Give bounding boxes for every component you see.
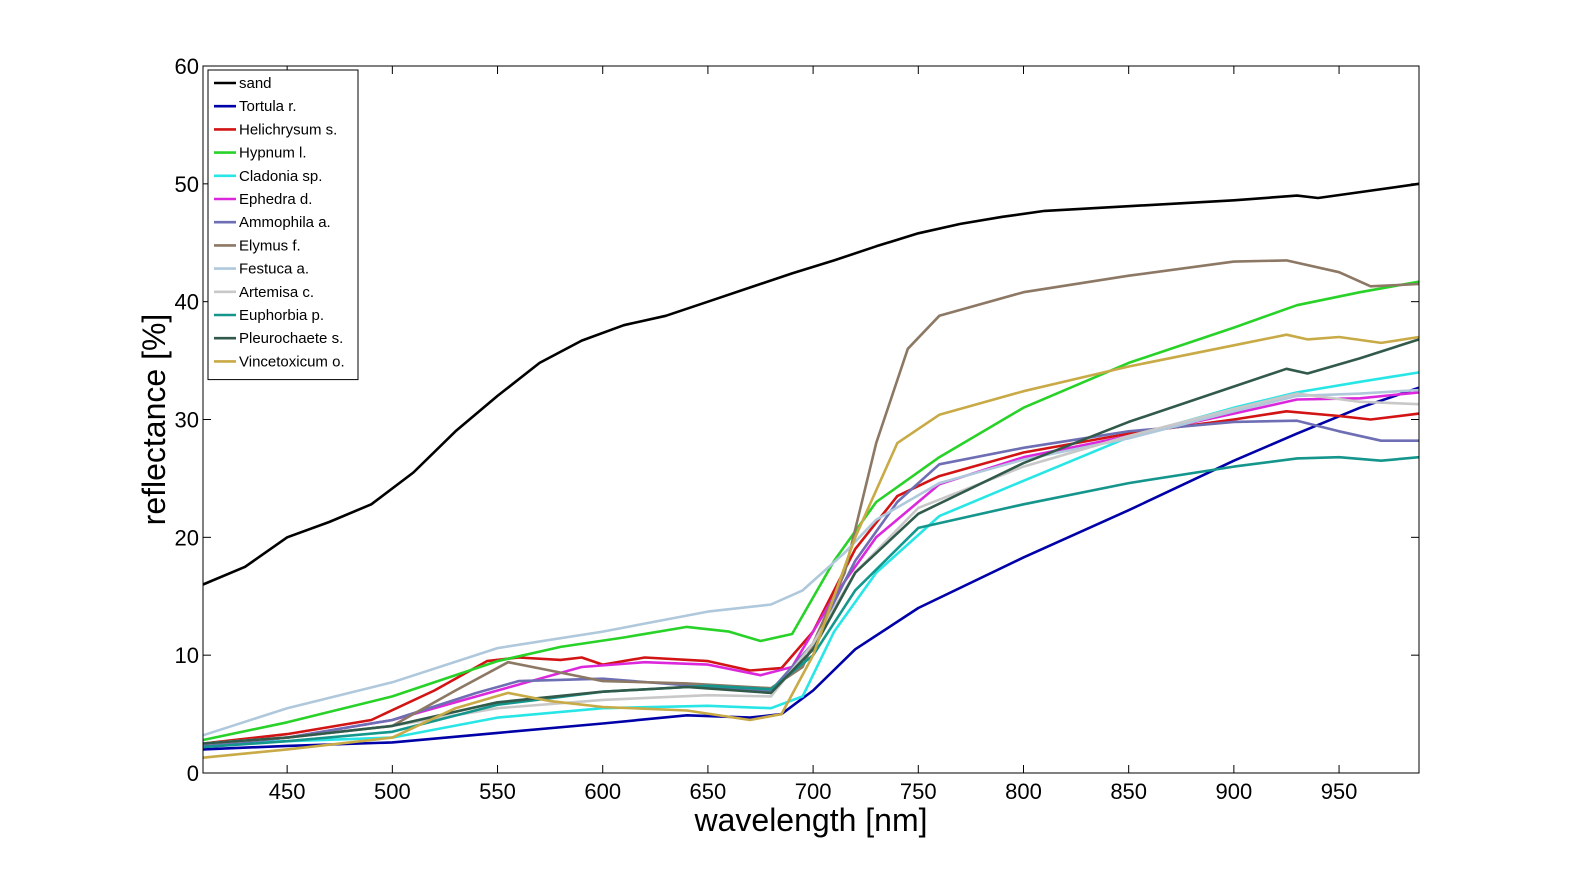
y-tick-label: 60 xyxy=(175,54,199,79)
legend-entry-label: Euphorbia p. xyxy=(239,307,324,324)
y-tick-label: 50 xyxy=(175,172,199,197)
x-tick-label: 700 xyxy=(795,779,832,804)
y-axis-label: reflectance [%] xyxy=(136,314,172,526)
x-tick-label: 850 xyxy=(1110,779,1147,804)
legend-entry-label: Vincetoxicum o. xyxy=(239,353,345,370)
series-line-7 xyxy=(202,259,1420,745)
legend-entry-label: Tortula r. xyxy=(239,98,297,115)
series-line-10 xyxy=(202,455,1420,749)
y-tick-label: 10 xyxy=(175,643,199,668)
series-line-2 xyxy=(202,410,1420,745)
series-lines xyxy=(202,182,1420,759)
x-tick-label: 550 xyxy=(479,779,516,804)
series-line-1 xyxy=(202,386,1420,751)
legend-entry-label: Elymus f. xyxy=(239,237,301,254)
legend-entry-label: Festuca a. xyxy=(239,261,309,278)
x-tick-label: 900 xyxy=(1216,779,1253,804)
series-line-0 xyxy=(202,182,1420,586)
series-line-11 xyxy=(202,338,1420,745)
x-tick-label: 600 xyxy=(584,779,621,804)
y-tick-label: 0 xyxy=(187,761,199,786)
x-tick-label: 500 xyxy=(374,779,411,804)
series-line-5 xyxy=(202,391,1420,748)
legend-entry-label: Pleurochaete s. xyxy=(239,330,343,347)
series-line-12 xyxy=(202,333,1420,759)
legend-entry-label: Ephedra d. xyxy=(239,191,312,208)
legend-entry-label: Artemisa c. xyxy=(239,284,314,301)
legend-box xyxy=(207,69,359,381)
series-line-6 xyxy=(202,419,1419,748)
legend-entry-label: Hypnum l. xyxy=(239,145,307,162)
legend-entry-label: Cladonia sp. xyxy=(239,168,322,185)
legend: sand Tortula r. Helichrysum s. Hypnum l. Cla… xyxy=(207,69,359,381)
legend-entry-label: Ammophila a. xyxy=(239,214,331,231)
legend-entry-label: Helichrysum s. xyxy=(239,121,337,138)
x-tick-label: 800 xyxy=(1005,779,1042,804)
y-tick-label: 20 xyxy=(175,525,199,550)
series-line-8 xyxy=(202,388,1420,737)
legend-entry-label: sand xyxy=(239,75,272,92)
axis-ticks: 450 500 550 600 650 700 750 800 850 900 950 0 10 20 30… xyxy=(175,54,1419,804)
x-tick-label: 450 xyxy=(269,779,306,804)
x-tick-label: 750 xyxy=(900,779,937,804)
y-tick-label: 40 xyxy=(175,290,199,315)
x-tick-label: 650 xyxy=(690,779,727,804)
y-tick-label: 30 xyxy=(175,408,199,433)
series-line-3 xyxy=(202,280,1420,742)
x-tick-label: 950 xyxy=(1321,779,1358,804)
series-line-4 xyxy=(202,371,1420,745)
x-axis-label: wavelength [nm] xyxy=(693,802,927,838)
